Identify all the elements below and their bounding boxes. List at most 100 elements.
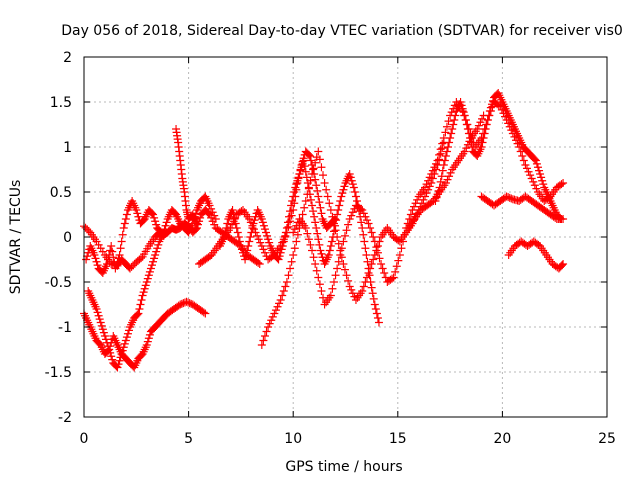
y-tick-label: 2	[63, 50, 72, 66]
data-point	[287, 257, 296, 266]
data-point	[306, 240, 315, 249]
data-point	[299, 156, 308, 165]
data-point	[559, 179, 568, 187]
data-point	[290, 244, 299, 253]
data-point	[149, 257, 158, 266]
data-point	[295, 170, 304, 178]
data-point	[267, 316, 276, 325]
data-series-11	[477, 192, 568, 223]
data-point	[479, 111, 488, 120]
data-point	[235, 237, 244, 246]
data-point	[362, 216, 371, 225]
data-point	[105, 345, 114, 354]
data-point	[367, 260, 376, 268]
data-point	[228, 206, 237, 214]
data-point	[284, 271, 293, 280]
data-point	[315, 155, 324, 164]
data-point	[532, 159, 541, 168]
data-point	[162, 218, 171, 227]
x-tick-label: 0	[80, 431, 89, 447]
data-point	[292, 237, 301, 246]
data-point	[559, 215, 568, 223]
data-point	[323, 192, 332, 201]
data-point	[256, 238, 265, 247]
data-point	[264, 323, 273, 331]
data-point	[151, 217, 160, 226]
data-point	[373, 314, 382, 322]
data-point	[338, 189, 347, 198]
data-point	[196, 213, 205, 222]
data-point	[273, 302, 282, 311]
data-point	[100, 332, 109, 340]
data-series-7	[215, 156, 383, 327]
data-point	[108, 355, 117, 364]
data-point	[160, 225, 169, 234]
data-point	[153, 244, 162, 253]
data-point	[276, 296, 285, 304]
data-point	[439, 161, 448, 169]
data-point	[360, 237, 369, 246]
data-point	[373, 248, 382, 257]
data-point	[399, 237, 408, 246]
data-point	[146, 264, 155, 273]
data-point	[368, 289, 377, 298]
data-point	[205, 201, 214, 210]
data-point	[333, 210, 342, 219]
data-point	[342, 271, 351, 280]
data-point	[521, 161, 530, 169]
data-point	[488, 96, 497, 105]
data-point	[351, 192, 360, 201]
data-point	[309, 164, 318, 173]
data-point	[113, 363, 122, 372]
data-point	[430, 163, 439, 172]
data-point	[259, 336, 268, 345]
data-point	[113, 257, 122, 266]
data-point	[527, 174, 536, 183]
data-point	[277, 245, 286, 254]
data-point	[281, 228, 290, 237]
data-point	[359, 230, 368, 239]
data-point	[246, 233, 255, 241]
data-point	[442, 147, 451, 156]
data-point	[359, 282, 368, 291]
data-point	[537, 173, 546, 182]
data-point	[237, 245, 246, 254]
data-point	[447, 108, 456, 117]
data-point	[334, 257, 343, 266]
data-point	[305, 152, 314, 160]
data-point	[460, 111, 469, 120]
data-point	[334, 206, 343, 214]
data-point	[306, 176, 315, 185]
data-point	[207, 204, 216, 213]
data-point	[141, 281, 150, 290]
data-point	[275, 299, 284, 308]
data-point	[339, 260, 348, 268]
data-point	[109, 253, 118, 262]
data-point	[420, 183, 429, 192]
data-point	[530, 181, 539, 190]
data-point	[474, 121, 483, 130]
data-point	[314, 235, 323, 244]
data-point	[93, 308, 102, 317]
data-point	[151, 251, 160, 259]
data-point	[538, 176, 547, 185]
data-point	[264, 235, 273, 244]
data-point	[145, 267, 154, 276]
data-point	[465, 137, 474, 146]
data-point	[372, 309, 381, 318]
data-point	[143, 274, 152, 283]
y-tick-label: 1.5	[50, 95, 72, 111]
data-series-12	[504, 237, 568, 273]
data-point	[95, 315, 104, 324]
data-point	[99, 328, 108, 337]
data-point	[289, 251, 298, 259]
data-point	[257, 341, 266, 349]
data-point	[122, 333, 131, 342]
data-point	[329, 219, 338, 228]
data-point	[303, 190, 312, 199]
data-point	[228, 220, 237, 229]
data-point	[413, 195, 422, 204]
data-point	[320, 179, 329, 187]
data-point	[389, 273, 398, 282]
data-point	[232, 224, 241, 232]
